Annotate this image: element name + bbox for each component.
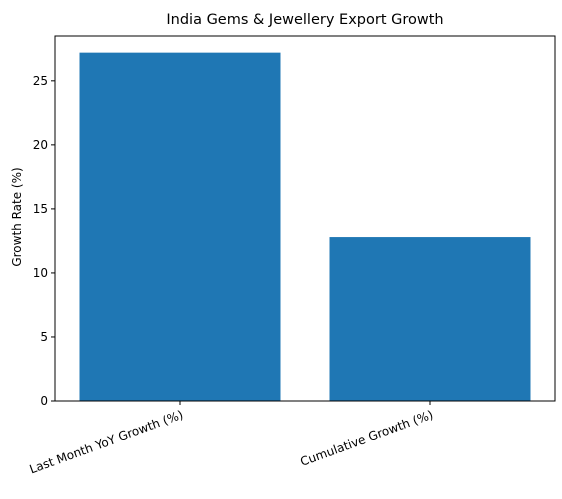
y-tick-label: 10 [33,266,48,280]
plot-area: 0 5 10 15 20 25 Last Month YoY Growth (%) Cumul… [28,35,556,477]
y-tick-label: 25 [33,74,48,88]
y-tick-label: 20 [33,138,48,152]
y-axis-label: Growth Rate (%) [10,167,24,266]
chart-title: India Gems & Jewellery Export Growth [166,12,443,28]
y-tick-label: 5 [40,330,48,344]
bar-2 [329,237,531,401]
y-tick-label: 0 [40,394,48,408]
x-tick-label: Last Month YoY Growth (%) [28,408,185,477]
bar-1 [79,52,281,402]
x-tick-label: Cumulative Growth (%) [298,408,435,469]
y-tick-label: 15 [33,202,48,216]
plot-frame [54,35,556,402]
